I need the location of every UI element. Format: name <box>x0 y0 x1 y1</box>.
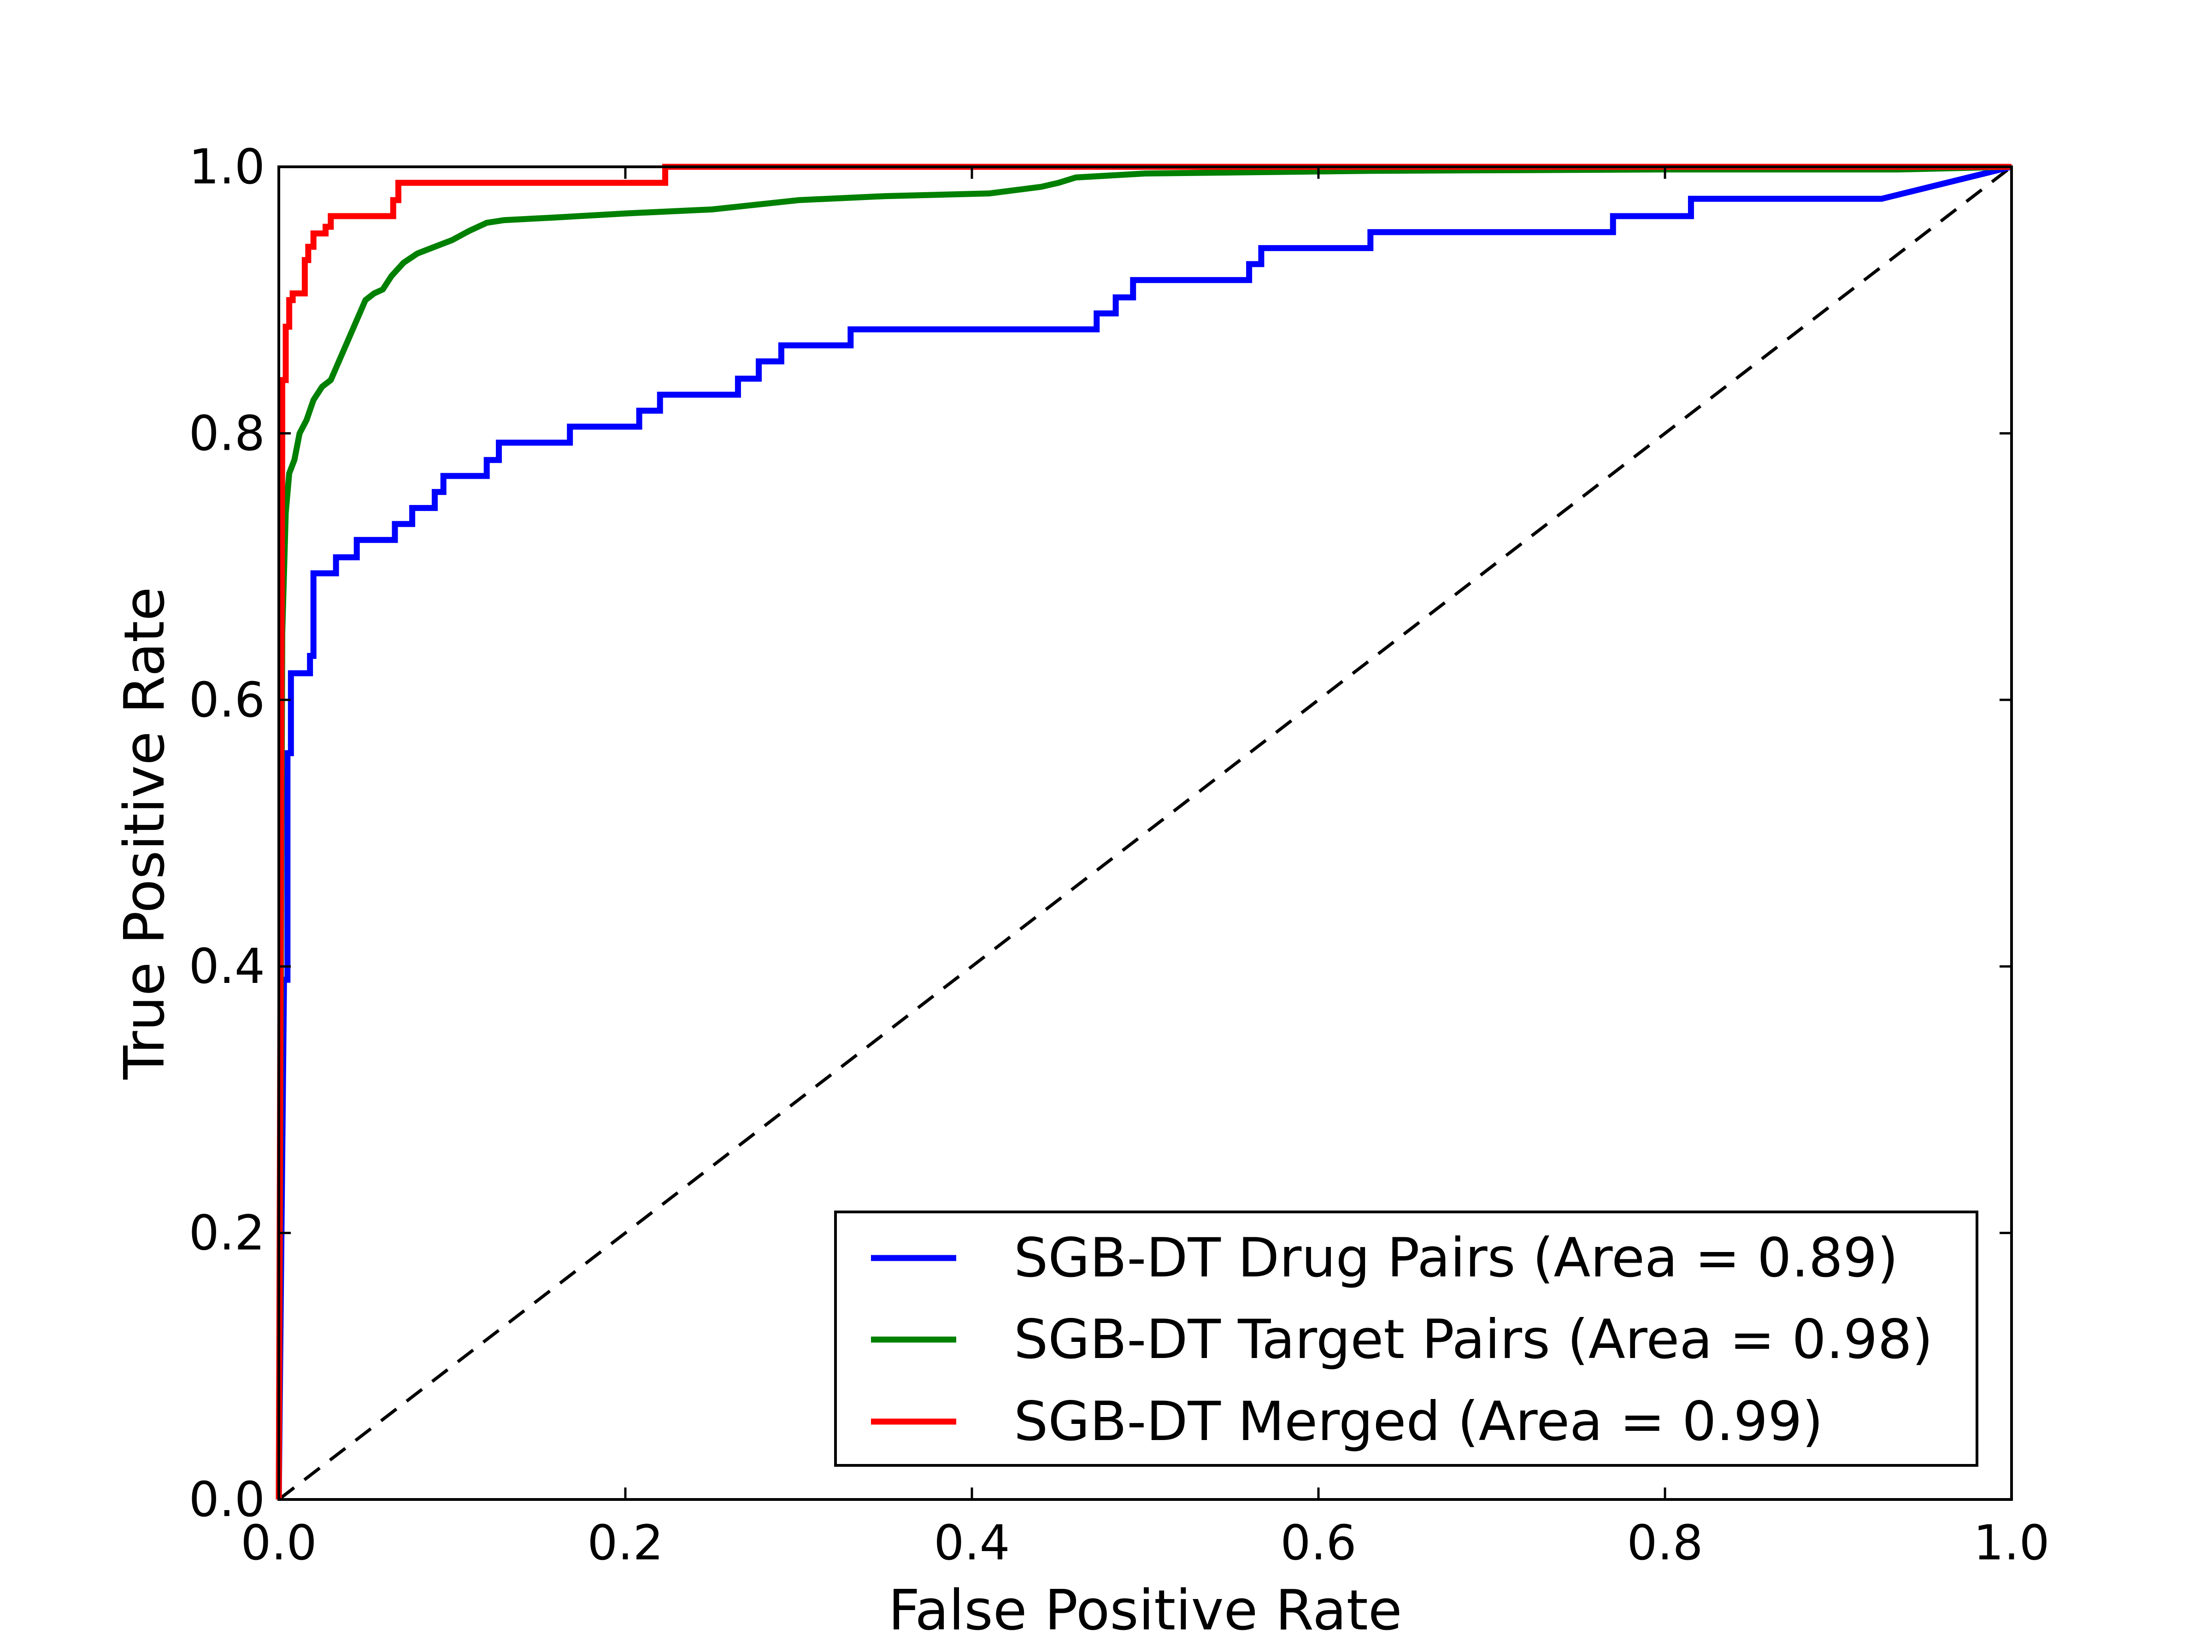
x-tick-label: 0.0 <box>241 1515 317 1571</box>
y-tick-label: 0.4 <box>189 938 265 994</box>
series-line-target-pairs <box>276 164 2012 1500</box>
series-line-drug-pairs <box>276 164 2012 1500</box>
x-axis-title: False Positive Rate <box>888 1579 1402 1643</box>
legend-label-target-pairs: SGB-DT Target Pairs (Area = 0.98) <box>1014 1308 1933 1371</box>
plot-area-frame <box>277 165 2013 1501</box>
x-tick-label: 1.0 <box>1973 1515 2049 1571</box>
curves-layer <box>276 164 2013 1501</box>
x-tick-label: 0.4 <box>934 1515 1010 1571</box>
y-axis: 0.0 0.2 0.4 0.6 0.8 1.0 <box>189 139 2012 1528</box>
y-tick-label: 0.6 <box>189 672 265 728</box>
legend-label-merged: SGB-DT Merged (Area = 0.99) <box>1014 1390 1823 1453</box>
series-line-merged <box>276 164 2012 1500</box>
y-tick-label: 0.2 <box>189 1205 265 1261</box>
x-tick-label: 0.8 <box>1627 1515 1703 1571</box>
x-axis: 0.0 0.2 0.4 0.6 0.8 1.0 <box>241 167 2050 1571</box>
y-tick-label: 0.8 <box>189 405 265 461</box>
x-tick-label: 0.6 <box>1280 1515 1356 1571</box>
reference-diagonal-line <box>277 165 2013 1501</box>
x-tick-label: 0.2 <box>587 1515 663 1571</box>
legend: SGB-DT Drug Pairs (Area = 0.89) SGB-DT T… <box>834 1211 1978 1467</box>
legend-label-drug-pairs: SGB-DT Drug Pairs (Area = 0.89) <box>1014 1226 1898 1289</box>
y-tick-label: 1.0 <box>189 139 265 195</box>
legend-box <box>834 1211 1978 1467</box>
y-tick-label: 0.0 <box>189 1471 265 1528</box>
y-axis-title: True Positive Rate <box>113 587 177 1080</box>
